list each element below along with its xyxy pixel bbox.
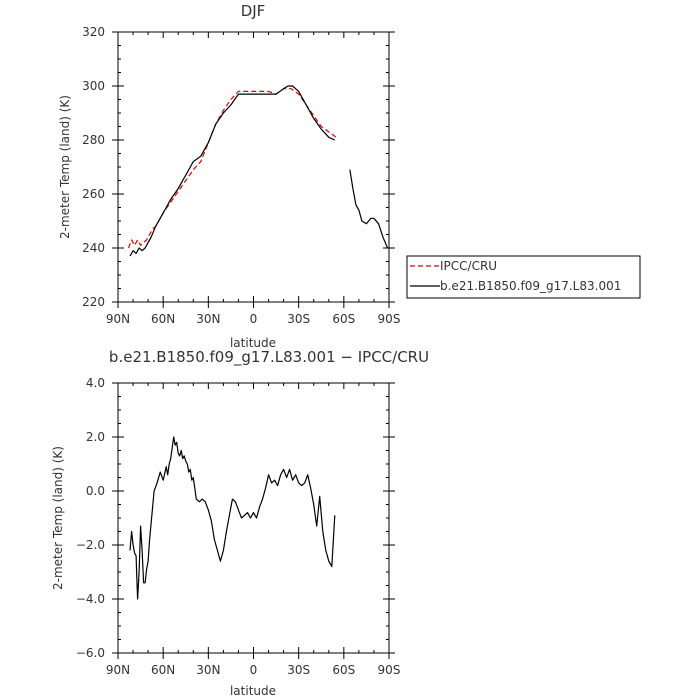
y-tick-label: 260: [82, 187, 105, 201]
bottom-series-line-0: [129, 436, 336, 600]
top-plot-frame: [117, 31, 390, 303]
top-y-axis-label: 2-meter Temp (land) (K): [58, 95, 72, 239]
top-chart-title: DJF: [241, 2, 266, 20]
y-tick-label: −6.0: [76, 646, 105, 660]
top-series-line-1: [129, 85, 336, 257]
x-tick-label: 30N: [196, 312, 220, 326]
top-x-axis-label: latitude: [230, 336, 276, 350]
x-tick-label: 0: [250, 663, 258, 677]
legend-frame: [406, 255, 641, 299]
y-tick-label: −4.0: [76, 592, 105, 606]
top-series-line-0: [127, 88, 337, 249]
bottom-chart-title: b.e21.B1850.f09_g17.L83.001 − IPCC/CRU: [109, 348, 429, 367]
top-ticks: [112, 31, 395, 308]
y-tick-label: 220: [82, 295, 105, 309]
bottom-x-axis-label: latitude: [230, 684, 276, 698]
x-tick-label: 60S: [332, 312, 355, 326]
top-x-tick-labels: 90N 60N 30N 0 30S 60S 90S: [106, 312, 401, 326]
legend-label-ipcc-cru: IPCC/CRU: [440, 259, 497, 273]
y-tick-label: 240: [82, 241, 105, 255]
top-y-tick-labels: 220 240 260 280 300 320: [82, 25, 105, 309]
x-tick-label: 60S: [332, 663, 355, 677]
top-panel: DJF 90N 60N 30N 0 30S 60S 90S 220 240 260 280 300 3…: [58, 2, 641, 350]
y-tick-label: 0.0: [86, 484, 105, 498]
x-tick-label: 30S: [287, 312, 310, 326]
bottom-ticks: [112, 382, 395, 659]
bottom-y-axis-label: 2-meter Temp (land) (K): [51, 446, 65, 590]
x-tick-label: 90N: [106, 663, 130, 677]
bottom-plot-frame: [117, 382, 390, 654]
bottom-panel: b.e21.B1850.f09_g17.L83.001 − IPCC/CRU 9…: [51, 348, 429, 698]
x-tick-label: 60N: [151, 663, 175, 677]
bottom-series-group: [129, 436, 336, 600]
x-tick-label: 30N: [196, 663, 220, 677]
x-tick-label: 90N: [106, 312, 130, 326]
y-tick-label: 280: [82, 133, 105, 147]
x-tick-label: 60N: [151, 312, 175, 326]
y-tick-label: 4.0: [86, 376, 105, 390]
x-tick-label: 90S: [378, 312, 401, 326]
bottom-y-tick-labels: −6.0 −4.0 −2.0 0.0 2.0 4.0: [76, 376, 105, 660]
x-tick-label: 30S: [287, 663, 310, 677]
top-series-line-2: [349, 169, 389, 249]
y-tick-label: 320: [82, 25, 105, 39]
bottom-x-tick-labels: 90N 60N 30N 0 30S 60S 90S: [106, 663, 401, 677]
y-tick-label: −2.0: [76, 538, 105, 552]
y-tick-label: 300: [82, 79, 105, 93]
top-legend: IPCC/CRU b.e21.B1850.f09_g17.L83.001: [406, 255, 641, 299]
x-tick-label: 0: [250, 312, 258, 326]
y-tick-label: 2.0: [86, 430, 105, 444]
x-tick-label: 90S: [378, 663, 401, 677]
top-series-group: [127, 85, 389, 257]
legend-label-model: b.e21.B1850.f09_g17.L83.001: [440, 279, 621, 293]
